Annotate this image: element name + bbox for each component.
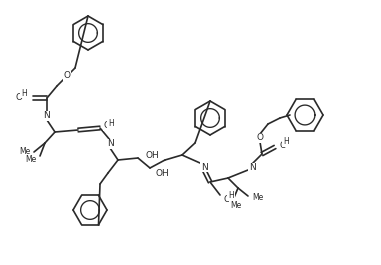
Text: N: N [107,139,114,148]
Text: OH: OH [145,152,159,161]
Text: Me: Me [252,193,263,202]
Text: O: O [279,140,286,149]
Text: O: O [16,94,23,103]
Text: H: H [108,118,114,127]
Text: Me: Me [19,148,30,157]
Text: N: N [249,164,255,173]
Text: Me: Me [230,201,241,210]
Text: O: O [256,134,264,143]
Text: OH: OH [155,170,169,179]
Text: H: H [21,89,27,98]
Text: H: H [228,192,234,201]
Text: N: N [44,112,50,121]
Text: O: O [104,121,111,130]
Text: O: O [64,72,70,81]
Text: Me: Me [25,156,36,165]
Text: H: H [283,138,289,147]
Text: N: N [201,162,207,171]
Text: O: O [224,196,231,205]
